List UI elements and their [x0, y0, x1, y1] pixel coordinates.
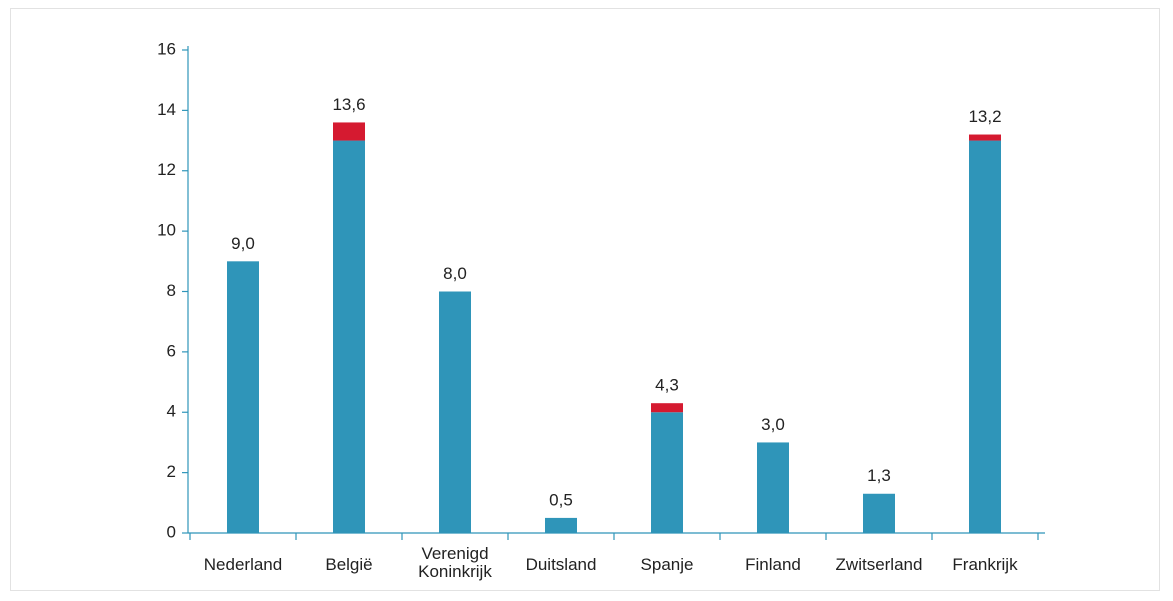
- bar-segment: [227, 261, 259, 533]
- x-tick-label: België: [325, 555, 373, 574]
- y-tick-label: 10: [157, 221, 176, 240]
- x-tick-label: Nederland: [203, 555, 283, 574]
- data-label: 8,0: [443, 264, 467, 283]
- bar-segment: [545, 517, 577, 533]
- data-label: 0,5: [549, 490, 573, 509]
- data-label: 13,6: [332, 95, 365, 114]
- x-tick-label: Frankrijk: [952, 555, 1018, 574]
- data-label: 1,3: [867, 466, 891, 485]
- y-tick-label: 8: [167, 281, 176, 300]
- bar-segment: [863, 493, 895, 533]
- x-tick-label: Verenigd Koninkrijk: [418, 544, 492, 581]
- y-tick-label: 14: [157, 100, 176, 119]
- data-label: 9,0: [231, 234, 255, 253]
- data-label: 4,3: [655, 376, 679, 395]
- y-tick-label: 4: [167, 402, 176, 421]
- y-tick-label: 2: [167, 462, 176, 481]
- y-tick-label: 12: [157, 160, 176, 179]
- bar-segment: [333, 122, 365, 141]
- bar-segment: [757, 442, 789, 533]
- frame: [10, 8, 1160, 591]
- y-tick-label: 6: [167, 341, 176, 360]
- data-label: 13,2: [968, 107, 1001, 126]
- data-label: 3,0: [761, 415, 785, 434]
- bar-segment: [969, 134, 1001, 141]
- y-tick-label: 16: [157, 39, 176, 58]
- y-tick-label: 0: [167, 522, 176, 541]
- x-tick-label: Spanje: [640, 555, 694, 574]
- bar-segment: [651, 412, 683, 533]
- bar-segment: [439, 291, 471, 533]
- x-tick-label: Zwitserland: [835, 555, 923, 574]
- bar-segment: [969, 140, 1001, 533]
- x-tick-label: Duitsland: [525, 555, 597, 574]
- x-tick-label: Finland: [745, 555, 801, 574]
- bar-segment: [651, 403, 683, 413]
- bar-segment: [333, 140, 365, 533]
